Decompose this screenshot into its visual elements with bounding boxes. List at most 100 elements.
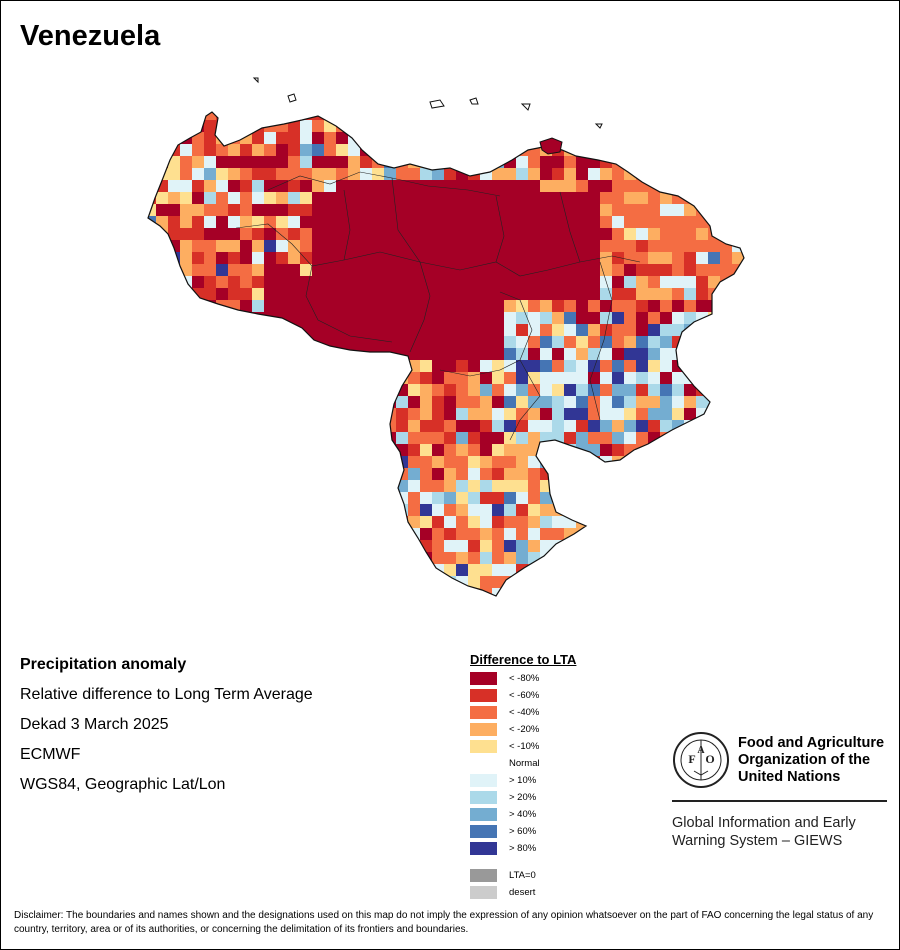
anomaly-cell bbox=[360, 528, 372, 540]
org-line-2: Organization of the bbox=[738, 752, 871, 768]
anomaly-cell bbox=[708, 120, 720, 132]
anomaly-cell bbox=[636, 492, 648, 504]
anomaly-cell bbox=[696, 504, 708, 516]
anomaly-cell bbox=[336, 216, 348, 228]
anomaly-cell bbox=[468, 492, 480, 504]
anomaly-cell bbox=[684, 576, 696, 588]
anomaly-cell bbox=[360, 216, 372, 228]
anomaly-cell bbox=[216, 324, 228, 336]
anomaly-cell bbox=[148, 276, 156, 288]
anomaly-cell bbox=[732, 156, 744, 168]
anomaly-cell bbox=[216, 456, 228, 468]
anomaly-cell bbox=[264, 276, 276, 288]
anomaly-cell bbox=[564, 144, 576, 156]
anomaly-cell bbox=[588, 576, 600, 588]
anomaly-cell bbox=[672, 528, 684, 540]
anomaly-cell bbox=[528, 408, 540, 420]
anomaly-cell bbox=[384, 516, 396, 528]
anomaly-cell bbox=[636, 384, 648, 396]
anomaly-cell bbox=[420, 264, 432, 276]
anomaly-cell bbox=[588, 408, 600, 420]
anomaly-cell bbox=[576, 216, 588, 228]
anomaly-cell bbox=[588, 588, 600, 596]
anomaly-cell bbox=[156, 456, 168, 468]
anomaly-cell bbox=[744, 264, 756, 276]
anomaly-cell bbox=[148, 408, 156, 420]
anomaly-cell bbox=[372, 112, 384, 120]
anomaly-cell bbox=[696, 552, 708, 564]
anomaly-cell bbox=[336, 228, 348, 240]
anomaly-cell bbox=[552, 276, 564, 288]
anomaly-cell bbox=[696, 132, 708, 144]
anomaly-cell bbox=[468, 204, 480, 216]
anomaly-cell bbox=[684, 540, 696, 552]
anomaly-cell bbox=[276, 156, 288, 168]
anomaly-cell bbox=[432, 504, 444, 516]
anomaly-cell bbox=[480, 420, 492, 432]
anomaly-cell bbox=[168, 456, 180, 468]
anomaly-cell bbox=[516, 216, 528, 228]
anomaly-cell bbox=[148, 588, 156, 596]
anomaly-cell bbox=[636, 540, 648, 552]
anomaly-cell bbox=[576, 408, 588, 420]
anomaly-cell bbox=[612, 372, 624, 384]
anomaly-cell bbox=[408, 492, 420, 504]
anomaly-cell bbox=[660, 112, 672, 120]
anomaly-cell bbox=[336, 360, 348, 372]
anomaly-cell bbox=[348, 516, 360, 528]
anomaly-cell bbox=[288, 300, 300, 312]
anomaly-cell bbox=[312, 276, 324, 288]
anomaly-cell bbox=[240, 276, 252, 288]
anomaly-cell bbox=[492, 156, 504, 168]
anomaly-cell bbox=[672, 132, 684, 144]
anomaly-cell bbox=[636, 112, 648, 120]
anomaly-cell bbox=[288, 480, 300, 492]
anomaly-cell bbox=[396, 120, 408, 132]
anomaly-cell bbox=[468, 192, 480, 204]
anomaly-cell bbox=[708, 456, 720, 468]
anomaly-cell bbox=[468, 516, 480, 528]
anomaly-cell bbox=[204, 132, 216, 144]
anomaly-cell bbox=[516, 264, 528, 276]
anomaly-cell bbox=[240, 384, 252, 396]
anomaly-cell bbox=[252, 240, 264, 252]
anomaly-cell bbox=[156, 444, 168, 456]
anomaly-cell bbox=[564, 156, 576, 168]
anomaly-cell bbox=[360, 288, 372, 300]
anomaly-cell bbox=[228, 516, 240, 528]
anomaly-cell bbox=[312, 156, 324, 168]
anomaly-cell bbox=[420, 300, 432, 312]
legend-label: LTA=0 bbox=[509, 870, 536, 881]
anomaly-cell bbox=[540, 420, 552, 432]
anomaly-cell bbox=[576, 132, 588, 144]
anomaly-cell bbox=[444, 540, 456, 552]
anomaly-cell bbox=[312, 372, 324, 384]
anomaly-cell bbox=[408, 372, 420, 384]
anomaly-cell bbox=[432, 360, 444, 372]
anomaly-cell bbox=[744, 588, 756, 600]
anomaly-cell bbox=[192, 312, 204, 324]
anomaly-cell bbox=[264, 228, 276, 240]
anomaly-cell bbox=[600, 564, 612, 576]
anomaly-cell bbox=[192, 120, 204, 132]
anomaly-cell bbox=[360, 112, 372, 120]
anomaly-cell bbox=[684, 112, 696, 120]
anomaly-cell bbox=[168, 168, 180, 180]
anomaly-cell bbox=[444, 132, 456, 144]
anomaly-cell bbox=[228, 564, 240, 576]
anomaly-cell bbox=[552, 252, 564, 264]
anomaly-cell bbox=[360, 372, 372, 384]
anomaly-cell bbox=[360, 360, 372, 372]
anomaly-cell bbox=[492, 348, 504, 360]
anomaly-cell bbox=[336, 276, 348, 288]
anomaly-cell bbox=[720, 528, 732, 540]
anomaly-cell bbox=[624, 516, 636, 528]
legend-swatch bbox=[470, 774, 497, 787]
anomaly-cell bbox=[564, 336, 576, 348]
anomaly-cell bbox=[180, 240, 192, 252]
anomaly-cell bbox=[576, 432, 588, 444]
anomaly-cell bbox=[168, 336, 180, 348]
anomaly-cell bbox=[444, 180, 456, 192]
anomaly-cell bbox=[288, 552, 300, 564]
anomaly-cell bbox=[672, 228, 684, 240]
